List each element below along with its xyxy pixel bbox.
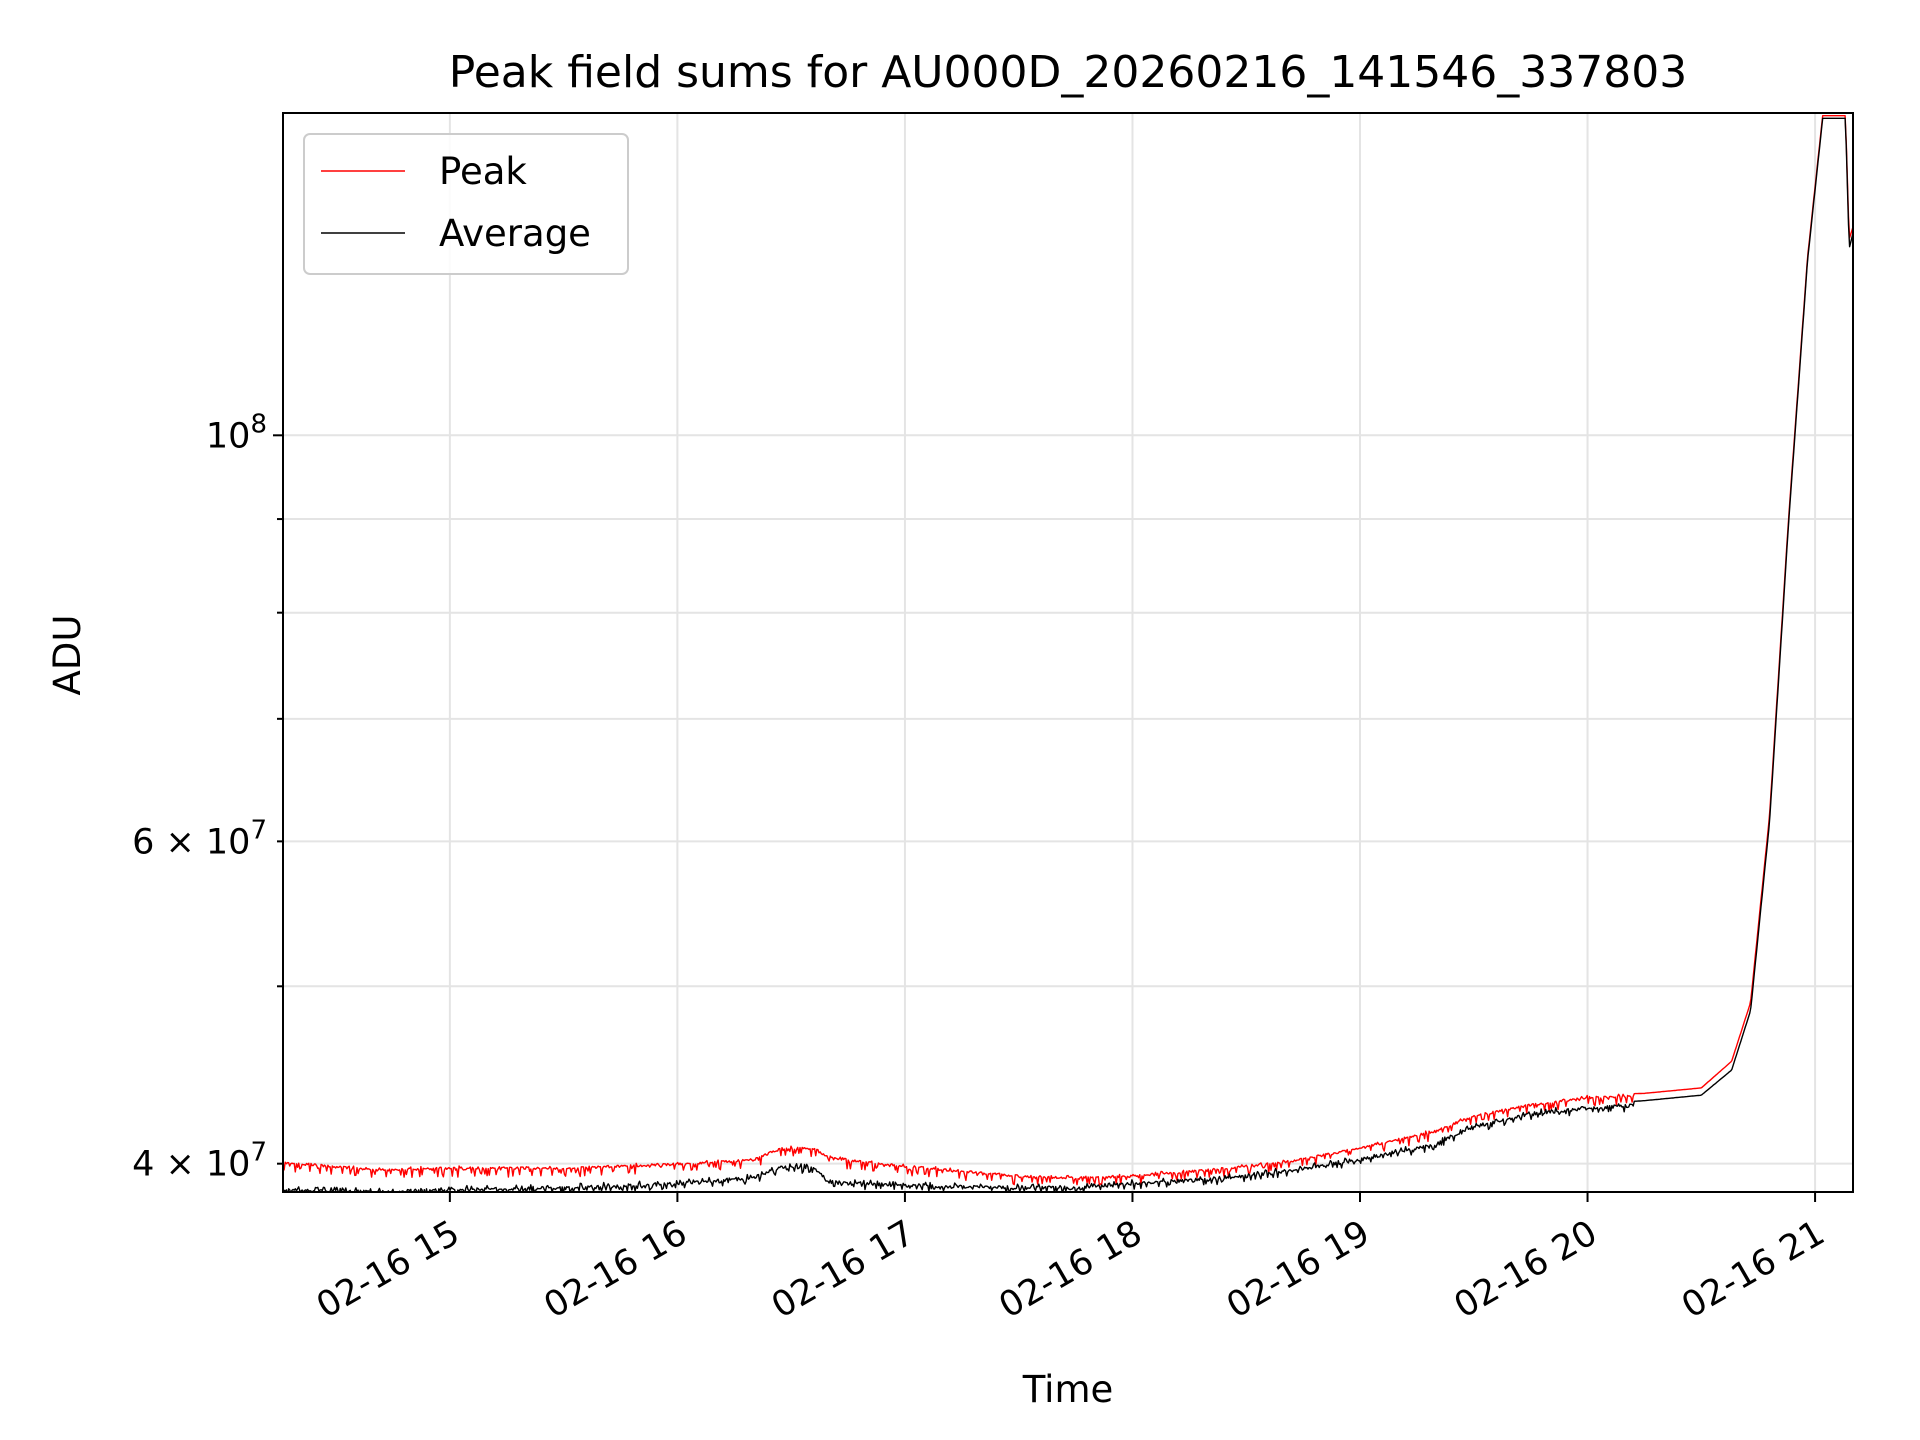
legend-label: Average xyxy=(439,212,591,255)
y-axis-label: ADU xyxy=(46,615,89,696)
y-axis-ticks: 4 × 107 6 × 107 108 xyxy=(132,409,283,1185)
y-tick-label: 4 × 107 xyxy=(132,1138,267,1185)
legend-label: Peak xyxy=(439,150,527,193)
legend: Peak Average xyxy=(303,133,629,275)
plot-frame xyxy=(282,112,1854,1193)
x-axis-label: Time xyxy=(1022,1368,1114,1411)
series-line-average xyxy=(283,117,1853,1192)
series-line-peak xyxy=(283,115,1853,1186)
y-tick-label: 6 × 107 xyxy=(132,815,267,862)
gridlines xyxy=(283,113,1853,1192)
series-layer xyxy=(283,115,1853,1192)
y-tick-label: 108 xyxy=(206,409,267,456)
legend-box xyxy=(303,133,629,275)
chart-title: Peak field sums for AU000D_20260216_1415… xyxy=(449,47,1688,98)
